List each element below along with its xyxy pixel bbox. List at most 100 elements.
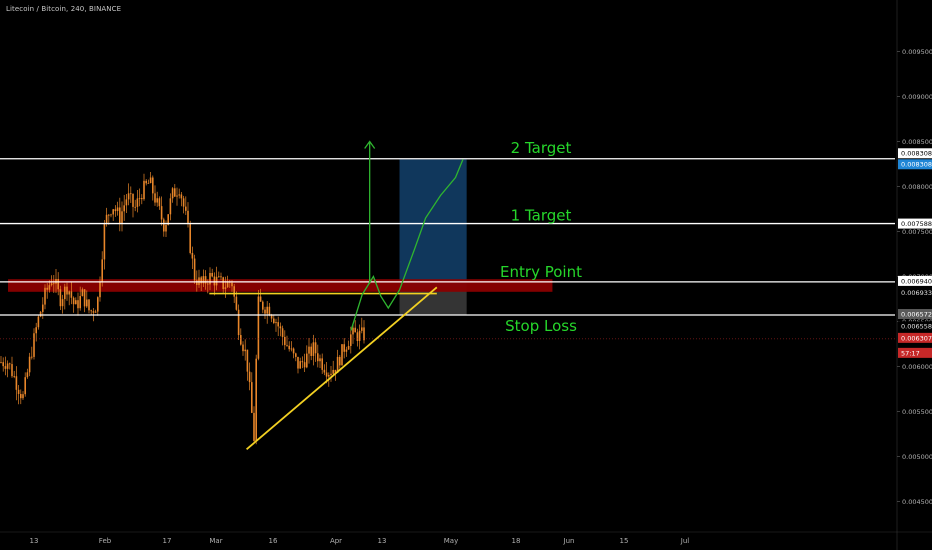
candle — [134, 199, 136, 212]
candle — [354, 320, 356, 333]
support-trendline[interactable] — [246, 286, 438, 450]
candle — [0, 355, 2, 364]
candle — [31, 346, 33, 360]
price-axis[interactable]: 0.009500 0.009000 0.008500 0.008000 0.007500… — [896, 0, 932, 550]
candle — [178, 188, 180, 199]
candle-body — [46, 287, 48, 290]
candle-body — [244, 349, 246, 352]
candle-body — [156, 198, 158, 203]
candle-body — [53, 283, 55, 285]
price-badge-text: 0.006307 — [901, 334, 932, 342]
candle — [66, 282, 68, 301]
candle-body — [275, 322, 277, 324]
candle-body — [339, 356, 341, 366]
price-badge-bg — [898, 287, 932, 298]
candle-body — [246, 349, 249, 372]
candle — [306, 345, 308, 369]
candle-body — [149, 177, 152, 184]
candle-body — [213, 276, 216, 286]
up-arrow[interactable] — [364, 140, 376, 284]
candle — [339, 354, 341, 369]
candle-body — [295, 353, 297, 357]
price-tick-label: 0.009000 — [902, 93, 932, 101]
candle-body — [341, 344, 343, 366]
candle — [112, 208, 114, 221]
candle — [83, 289, 86, 313]
candle — [292, 347, 295, 359]
up-arrow-head[interactable] — [364, 140, 376, 149]
candle-body — [361, 327, 363, 331]
candle — [297, 356, 299, 374]
symbol-name: Litecoin / Bitcoin — [6, 5, 67, 13]
candle — [20, 389, 22, 405]
candle — [325, 361, 328, 384]
candle — [277, 316, 279, 337]
candle — [193, 254, 196, 284]
time-tick-label: Jul — [680, 537, 690, 545]
candle-body — [152, 177, 154, 194]
candle — [50, 275, 53, 287]
price-tick-label: 0.004500 — [902, 498, 932, 506]
candle-body — [57, 279, 59, 290]
candle — [209, 267, 211, 291]
trade-box[interactable] — [399, 159, 467, 316]
candle-body — [81, 289, 84, 297]
candle — [211, 268, 213, 278]
candle-body — [121, 211, 123, 225]
price-scale-badge: 0.006572 — [898, 309, 932, 320]
resistance-zone[interactable] — [8, 279, 553, 292]
candle-body — [352, 327, 354, 335]
candle-body — [31, 356, 33, 358]
candle-body — [72, 297, 75, 305]
candle-body — [279, 326, 282, 329]
candle — [204, 270, 207, 290]
price-badge-text: 0.006558 — [901, 323, 932, 331]
candle — [336, 349, 339, 373]
candle-body — [92, 311, 95, 313]
price-scale-badge: 0.006933 — [898, 287, 932, 298]
candle-body — [174, 188, 176, 197]
candle-body — [328, 374, 330, 377]
candle-body — [288, 345, 290, 350]
price-badge-text: 0.006940 — [901, 277, 932, 285]
horizontal-levels[interactable] — [0, 158, 895, 340]
candle-body — [11, 364, 13, 377]
candle — [79, 286, 81, 311]
candle-body — [15, 376, 18, 390]
candle-body — [310, 346, 312, 356]
candle-body — [44, 287, 46, 305]
candle — [26, 368, 29, 379]
candle — [94, 309, 97, 313]
price-badge-text: 0.007588 — [901, 220, 932, 228]
candle — [81, 287, 84, 297]
candle-body — [220, 276, 222, 278]
candle-body — [119, 207, 121, 225]
price-badge-bg — [898, 148, 932, 159]
candle-body — [176, 195, 178, 197]
candle-body — [99, 281, 101, 298]
candle-body — [147, 183, 150, 184]
candle — [350, 326, 352, 354]
time-axis[interactable]: 13 Feb 17 Mar 16 Apr 13 May 18 Jun 15 Jul — [0, 531, 932, 545]
candle — [53, 275, 55, 293]
candle-body — [306, 353, 308, 368]
candle-body — [50, 283, 53, 286]
time-tick-label: 17 — [163, 537, 172, 545]
candle-body — [22, 394, 24, 399]
candle — [301, 356, 304, 369]
candle-body — [145, 180, 147, 184]
candle — [200, 275, 202, 292]
time-tick-label: Feb — [99, 537, 112, 545]
candle — [363, 320, 365, 344]
candle — [143, 173, 145, 201]
candle — [189, 220, 191, 255]
candle — [279, 322, 282, 337]
candle — [149, 171, 152, 184]
candle — [46, 283, 48, 299]
candle — [4, 356, 7, 376]
candle-body — [196, 280, 198, 285]
candle — [218, 271, 220, 278]
candle-body — [226, 281, 229, 288]
symbol-title[interactable]: Litecoin / Bitcoin, 240, BINANCE — [6, 5, 122, 13]
